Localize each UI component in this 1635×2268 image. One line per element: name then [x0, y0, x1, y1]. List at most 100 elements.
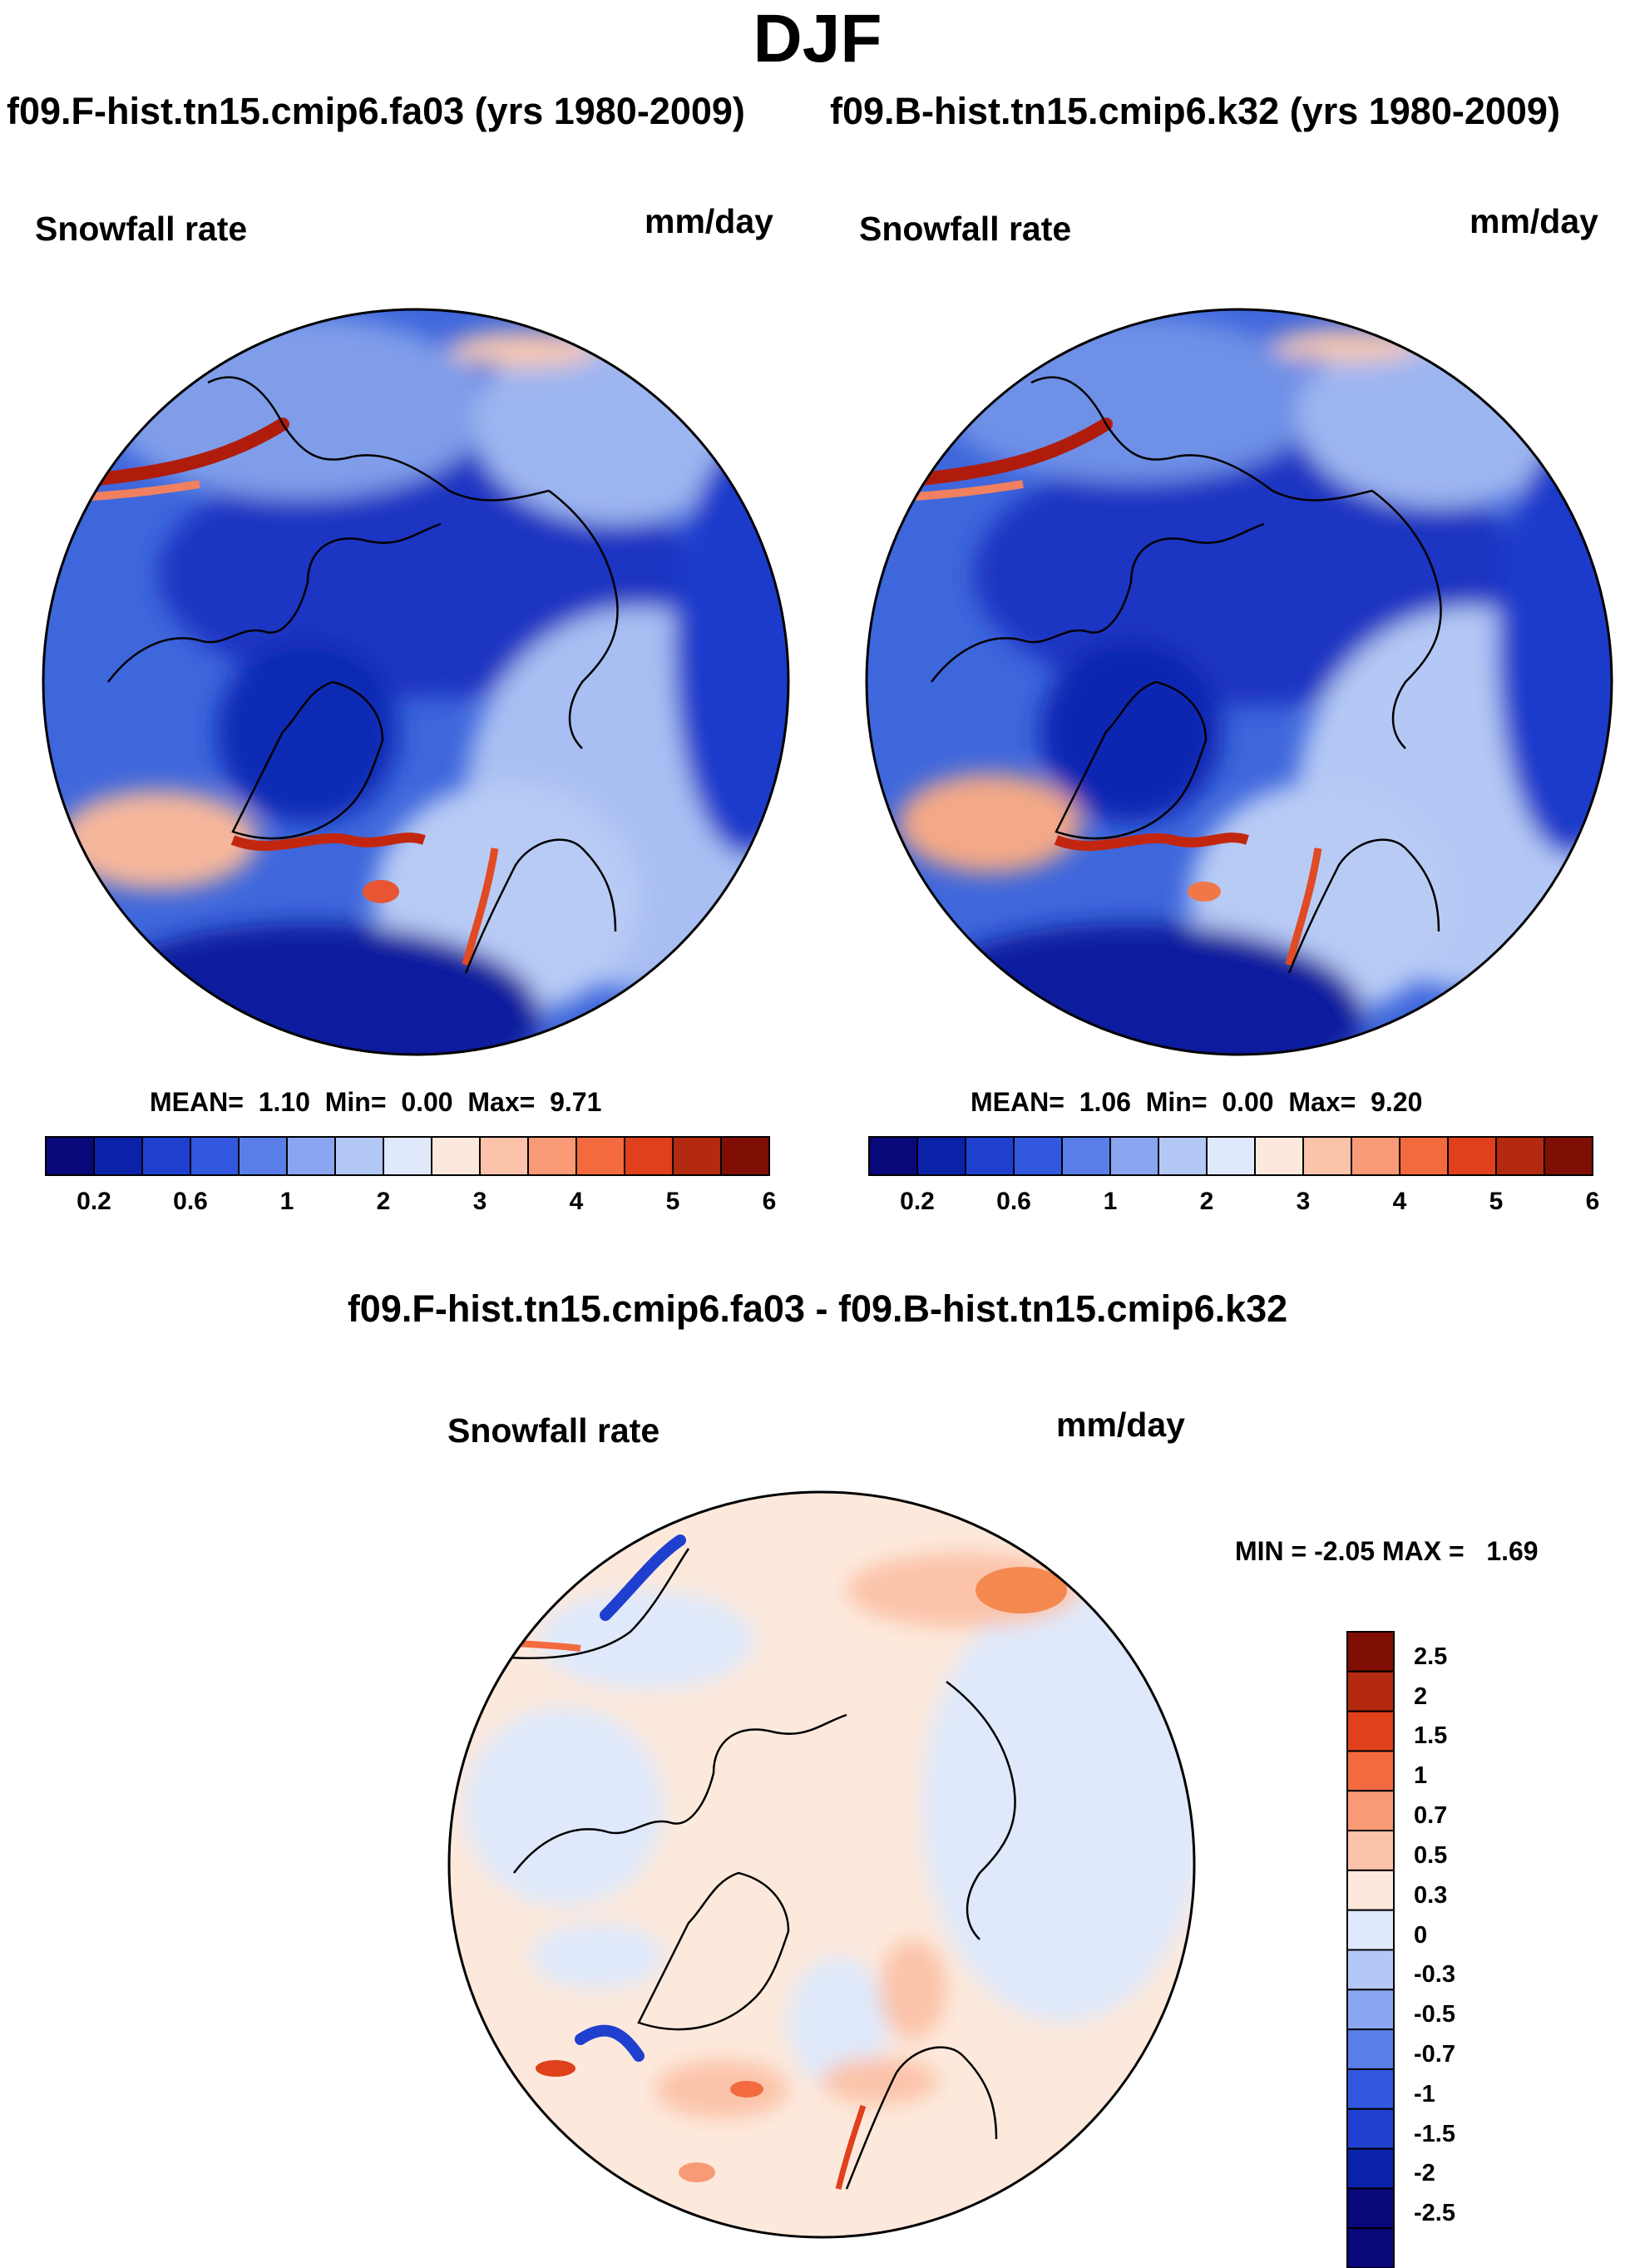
right-variable-label: Snowfall rate: [859, 210, 1072, 248]
colorbar-swatch: [141, 1136, 191, 1176]
colorbar-tick-label: 4: [1392, 1188, 1407, 1215]
diff-colorbar-tick-label: 1: [1414, 1762, 1428, 1790]
right-units-label: mm/day: [1470, 202, 1598, 240]
diff-colorbar-swatch: [1346, 2187, 1395, 2230]
colorbar-swatch: [45, 1136, 95, 1176]
diff-colorbar-swatch: [1346, 1710, 1395, 1752]
colorbar-swatch: [286, 1136, 336, 1176]
colorbar-tick-label: 5: [1489, 1188, 1504, 1215]
left-units-label: mm/day: [645, 202, 773, 240]
colorbar-swatch: [916, 1136, 966, 1176]
diff-colorbar-swatch: [1346, 2068, 1395, 2110]
diff-colorbar: [1346, 1631, 1395, 2268]
diff-colorbar-tick-label: 0.5: [1414, 1841, 1448, 1869]
colorbar-tick-label: 4: [569, 1188, 584, 1215]
figure-title: DJF: [753, 1, 882, 77]
atlantic-deep: [75, 923, 541, 1055]
diff-colorbar-swatch: [1346, 1750, 1395, 1792]
diff-colorbar-ticks: 2.5 2 1.5 1 0.7 0.5 0.3 0 -0.3 -0.5 -0.7 -1 -1.5 -2 -2…: [1414, 1632, 1514, 2268]
colorbar-swatch: [334, 1136, 384, 1176]
diff-colorbar-swatch: [1346, 1830, 1395, 1871]
colorbar-swatch: [1254, 1136, 1304, 1176]
colorbar-swatch: [238, 1136, 288, 1176]
colorbar-swatch: [1013, 1136, 1063, 1176]
diff-colorbar-tick-label: 1.5: [1414, 1722, 1448, 1750]
diff-colorbar-tick-label: -0.3: [1414, 1961, 1455, 1989]
colorbar-swatch: [1302, 1136, 1352, 1176]
diff-colorbar-tick-label: 2.5: [1414, 1643, 1448, 1670]
left-colorbar-ticks: 0.2 0.6 1 2 3 4 5 6: [46, 1188, 776, 1221]
colorbar-swatch: [1109, 1136, 1159, 1176]
diff-colorbar-tick-label: -0.7: [1414, 2040, 1455, 2068]
diff-variable-label: Snowfall rate: [447, 1411, 660, 1450]
difference-map: [447, 1490, 1196, 2239]
colorbar-tick-label: 6: [762, 1188, 777, 1215]
colorbar-swatch: [672, 1136, 722, 1176]
colorbar-swatch: [1206, 1136, 1256, 1176]
greenland-red-band: [230, 833, 426, 851]
colorbar-swatch: [1447, 1136, 1497, 1176]
norway-red: [462, 847, 499, 966]
right-colorbar-ticks: 0.2 0.6 1 2 3 4 5 6: [869, 1188, 1599, 1221]
colorbar-swatch: [868, 1136, 918, 1176]
coastlines: [107, 376, 619, 974]
left-variable-label: Snowfall rate: [35, 210, 248, 248]
diff-colorbar-tick-label: 0.7: [1414, 1802, 1448, 1830]
colorbar-tick-label: 0.2: [900, 1188, 935, 1215]
colorbar-tick-label: 3: [472, 1188, 487, 1215]
left-stats: MEAN= 1.10 Min= 0.00 Max= 9.71: [150, 1087, 602, 1117]
diff-colorbar-tick-label: 0: [1414, 1921, 1428, 1949]
diff-colorbar-swatch: [1346, 1909, 1395, 1951]
colorbar-swatch: [190, 1136, 240, 1176]
iceland-red: [363, 880, 399, 903]
diff-colorbar-tick-label: -1: [1414, 2080, 1435, 2107]
colorbar-swatch: [1061, 1136, 1111, 1176]
colorbar-swatch: [624, 1136, 674, 1176]
diff-colorbar-swatch: [1346, 1989, 1395, 2031]
colorbar-tick-label: 0.2: [77, 1188, 111, 1215]
colorbar-swatch: [93, 1136, 143, 1176]
diff-colorbar-swatch: [1346, 1869, 1395, 1911]
colorbar-swatch: [479, 1136, 529, 1176]
colorbar-swatch: [383, 1136, 432, 1176]
colorbar-tick-label: 5: [665, 1188, 680, 1215]
east-deep: [674, 441, 788, 857]
diff-colorbar-swatch: [1346, 2147, 1395, 2190]
colorbar-tick-label: 2: [376, 1188, 391, 1215]
diff-colorbar-swatch: [1346, 2227, 1395, 2268]
colorbar-tick-label: 0.6: [173, 1188, 208, 1215]
diff-colorbar-swatch: [1346, 2107, 1395, 2150]
colorbar-swatch: [1158, 1136, 1208, 1176]
colorbar-tick-label: 3: [1296, 1188, 1311, 1215]
colorbar-tick-label: 0.6: [996, 1188, 1031, 1215]
case-title-right: f09.B-hist.tn15.cmip6.k32 (yrs 1980-2009…: [830, 90, 1560, 132]
colorbar-tick-label: 6: [1585, 1188, 1600, 1215]
right-stats: MEAN= 1.06 Min= 0.00 Max= 9.20: [971, 1087, 1423, 1117]
colorbar-tick-label: 2: [1199, 1188, 1214, 1215]
nw-warm: [449, 331, 599, 368]
colorbar-swatch: [1544, 1136, 1593, 1176]
right-colorbar: [868, 1136, 1593, 1176]
diff-colorbar-swatch: [1346, 1670, 1395, 1712]
greenland-deep: [216, 640, 399, 823]
diff-colorbar-swatch: [1346, 2028, 1395, 2070]
diff-colorbar-tick-label: -1.5: [1414, 2120, 1455, 2147]
case-title-left: f09.F-hist.tn15.cmip6.fa03 (yrs 1980-200…: [7, 90, 745, 132]
diff-stats: MIN = -2.05 MAX = 1.69: [1235, 1536, 1539, 1566]
colorbar-swatch: [431, 1136, 481, 1176]
diff-colorbar-tick-label: -0.5: [1414, 2001, 1455, 2028]
diff-colorbar-tick-label: -2.5: [1414, 2200, 1455, 2227]
left-colorbar: [45, 1136, 770, 1176]
diff-title: f09.F-hist.tn15.cmip6.fa03 - f09.B-hist.…: [347, 1287, 1288, 1330]
diff-colorbar-swatch: [1346, 1631, 1395, 1673]
diff-colorbar-tick-label: 2: [1414, 1682, 1428, 1710]
atlantic-warm: [58, 790, 258, 890]
colorbar-tick-label: 1: [1103, 1188, 1118, 1215]
diff-units-label: mm/day: [1056, 1406, 1185, 1444]
left-snowfall-map: [42, 308, 790, 1056]
colorbar-swatch: [527, 1136, 577, 1176]
colorbar-swatch: [965, 1136, 1015, 1176]
colorbar-swatch: [1399, 1136, 1449, 1176]
diff-colorbar-swatch: [1346, 1790, 1395, 1832]
colorbar-tick-label: 1: [279, 1188, 294, 1215]
